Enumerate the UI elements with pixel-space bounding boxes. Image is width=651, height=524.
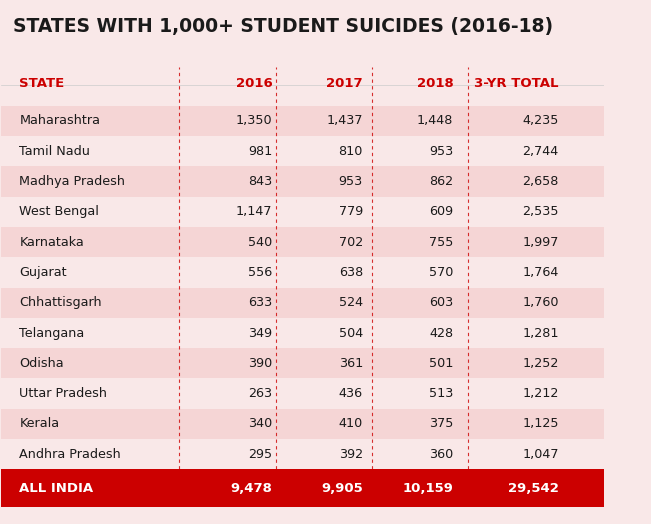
Text: 862: 862: [429, 175, 453, 188]
Text: 1,212: 1,212: [522, 387, 559, 400]
Text: 609: 609: [429, 205, 453, 218]
Text: 540: 540: [248, 236, 273, 248]
Text: 2017: 2017: [326, 77, 363, 90]
Text: 1,281: 1,281: [522, 326, 559, 340]
Text: 953: 953: [339, 175, 363, 188]
Text: 361: 361: [339, 357, 363, 370]
Text: 1,125: 1,125: [522, 418, 559, 431]
Text: 9,478: 9,478: [230, 482, 273, 495]
FancyBboxPatch shape: [1, 227, 604, 257]
Text: 1,047: 1,047: [522, 448, 559, 461]
Text: 428: 428: [429, 326, 453, 340]
Text: 702: 702: [339, 236, 363, 248]
FancyBboxPatch shape: [1, 288, 604, 318]
Text: 4,235: 4,235: [522, 114, 559, 127]
Text: 570: 570: [429, 266, 453, 279]
Text: 2,658: 2,658: [522, 175, 559, 188]
FancyBboxPatch shape: [1, 106, 604, 136]
Text: Kerala: Kerala: [20, 418, 60, 431]
Text: 504: 504: [339, 326, 363, 340]
Text: 340: 340: [248, 418, 273, 431]
Text: Telangana: Telangana: [20, 326, 85, 340]
Text: 9,905: 9,905: [321, 482, 363, 495]
Text: 349: 349: [249, 326, 273, 340]
Text: 1,350: 1,350: [236, 114, 273, 127]
Text: 2,744: 2,744: [523, 145, 559, 158]
Text: 633: 633: [248, 296, 273, 309]
Text: 953: 953: [429, 145, 453, 158]
Text: 843: 843: [248, 175, 273, 188]
Text: 295: 295: [249, 448, 273, 461]
Text: Odisha: Odisha: [20, 357, 64, 370]
FancyBboxPatch shape: [1, 348, 604, 378]
FancyBboxPatch shape: [1, 166, 604, 196]
Text: 3-YR TOTAL: 3-YR TOTAL: [474, 77, 559, 90]
Text: ALL INDIA: ALL INDIA: [20, 482, 94, 495]
Text: 524: 524: [339, 296, 363, 309]
Text: 29,542: 29,542: [508, 482, 559, 495]
Text: Maharashtra: Maharashtra: [20, 114, 100, 127]
Text: 1,760: 1,760: [522, 296, 559, 309]
Text: 755: 755: [429, 236, 453, 248]
Text: 513: 513: [429, 387, 453, 400]
Text: West Bengal: West Bengal: [20, 205, 100, 218]
Text: Andhra Pradesh: Andhra Pradesh: [20, 448, 121, 461]
Text: Chhattisgarh: Chhattisgarh: [20, 296, 102, 309]
Text: 1,147: 1,147: [236, 205, 273, 218]
Text: 603: 603: [429, 296, 453, 309]
Text: 263: 263: [249, 387, 273, 400]
Text: 810: 810: [339, 145, 363, 158]
Text: 2016: 2016: [236, 77, 273, 90]
Text: 2018: 2018: [417, 77, 453, 90]
Text: 981: 981: [248, 145, 273, 158]
Text: 436: 436: [339, 387, 363, 400]
Text: 556: 556: [248, 266, 273, 279]
Text: 390: 390: [248, 357, 273, 370]
FancyBboxPatch shape: [1, 470, 604, 507]
Text: 1,764: 1,764: [522, 266, 559, 279]
FancyBboxPatch shape: [1, 409, 604, 439]
Text: 1,252: 1,252: [522, 357, 559, 370]
Text: Uttar Pradesh: Uttar Pradesh: [20, 387, 107, 400]
Text: Madhya Pradesh: Madhya Pradesh: [20, 175, 126, 188]
Text: 638: 638: [339, 266, 363, 279]
Text: 10,159: 10,159: [402, 482, 453, 495]
Text: STATES WITH 1,000+ STUDENT SUICIDES (2016-18): STATES WITH 1,000+ STUDENT SUICIDES (201…: [14, 17, 553, 36]
Text: Gujarat: Gujarat: [20, 266, 67, 279]
Text: 2,535: 2,535: [522, 205, 559, 218]
Text: Tamil Nadu: Tamil Nadu: [20, 145, 90, 158]
Text: 501: 501: [429, 357, 453, 370]
Text: 779: 779: [339, 205, 363, 218]
Text: 360: 360: [429, 448, 453, 461]
Text: Karnataka: Karnataka: [20, 236, 84, 248]
Text: 1,997: 1,997: [522, 236, 559, 248]
Text: 392: 392: [339, 448, 363, 461]
Text: 1,448: 1,448: [417, 114, 453, 127]
Text: 1,437: 1,437: [326, 114, 363, 127]
Text: STATE: STATE: [20, 77, 64, 90]
Text: 375: 375: [429, 418, 453, 431]
Text: 410: 410: [339, 418, 363, 431]
